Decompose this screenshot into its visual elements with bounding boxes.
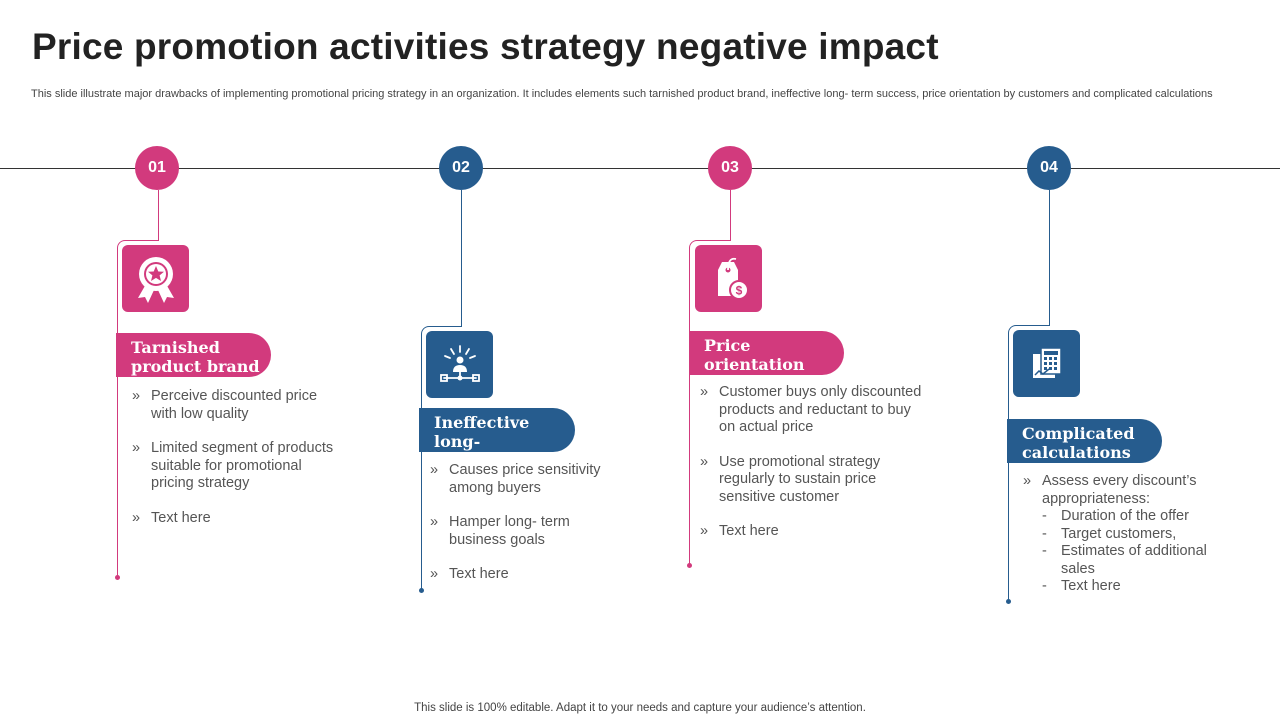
bullet-marker: » — [430, 514, 439, 530]
step-2-bullet-list: » Causes price sensitivity among buyers »… — [430, 462, 620, 601]
sub-list-item: - Duration of the offer — [1042, 508, 1189, 524]
step-4-bullet-list: » Assess every discount’s appropriateness… — [1023, 473, 1223, 596]
step-2-heading-line-2: term success — [434, 451, 551, 470]
bullet-marker: » — [430, 462, 439, 478]
list-item: » Text here — [430, 566, 509, 582]
dash-marker: - — [1042, 508, 1047, 524]
step-2-heading: Ineffective long- term success — [419, 408, 575, 470]
step-2-heading-line-1: Ineffective long- — [434, 413, 530, 451]
bullet-marker: » — [132, 388, 141, 404]
bullet-marker: » — [132, 440, 141, 456]
list-item: » Customer buys only discounted products … — [700, 384, 922, 435]
footer-note: This slide is 100% editable. Adapt it to… — [414, 702, 866, 714]
step-3-icon-box: $ — [695, 245, 762, 312]
list-item: » Limited segment of products suitable fo… — [132, 440, 334, 491]
step-1-bracket — [117, 240, 159, 577]
step-3-bracket — [689, 240, 731, 565]
step-1-bullet-list: » Perceive discounted price with low qual… — [132, 388, 337, 544]
step-2-end-dot — [419, 588, 424, 593]
timeline-line — [0, 168, 1280, 169]
price-tag-icon: $ — [717, 257, 749, 300]
bullet-marker: » — [430, 566, 439, 582]
step-1-heading-line-1: Tarnished — [131, 338, 220, 357]
bullet-marker: » — [700, 453, 709, 470]
award-ribbon-icon — [137, 256, 174, 303]
svg-text:$: $ — [735, 283, 742, 297]
dash-marker: - — [1042, 543, 1047, 559]
step-3-connector — [730, 190, 731, 240]
step-4-heading: Complicated calculations — [1007, 419, 1162, 463]
list-item: » Assess every discount’s appropriateness… — [1023, 473, 1223, 596]
step-3-heading-line-2: by customers — [704, 374, 824, 393]
list-item: » Hamper long- term business goals — [430, 514, 570, 548]
sub-list-item: - Estimates of additional sales — [1042, 543, 1207, 577]
step-3-heading-line-1: Price orientation — [704, 336, 805, 374]
step-3-number: 03 — [708, 146, 752, 190]
step-2-bracket — [421, 326, 462, 590]
step-1-number: 01 — [135, 146, 179, 190]
step-4-heading-line-2: calculations — [1022, 443, 1131, 462]
page-subtitle: This slide illustrate major drawbacks of… — [31, 88, 1213, 100]
step-1-heading: Tarnished product brand — [116, 333, 271, 377]
step-4-connector — [1049, 190, 1050, 325]
bullet-marker: » — [1023, 473, 1032, 489]
bullet-marker: » — [132, 509, 141, 526]
step-4-number: 04 — [1027, 146, 1071, 190]
dash-marker: - — [1042, 578, 1047, 594]
step-2-connector — [461, 190, 462, 326]
dash-marker: - — [1042, 525, 1047, 542]
list-item: » Perceive discounted price with low qual… — [132, 388, 318, 422]
step-4-end-dot — [1006, 599, 1011, 604]
page-title: Price promotion activities strategy nega… — [32, 26, 939, 67]
step-1-heading-line-2: product brand — [131, 357, 260, 376]
list-item: » Text here — [132, 509, 211, 526]
step-1-end-dot — [115, 575, 120, 580]
calculator-sheet-icon — [1032, 346, 1062, 378]
step-4-icon-box — [1013, 330, 1080, 397]
step-2-icon-box — [426, 331, 493, 398]
step-3-end-dot — [687, 563, 692, 568]
step-3-heading: Price orientation by customers — [689, 331, 844, 393]
step-4-bracket — [1008, 325, 1050, 602]
step-1-icon-box — [122, 245, 189, 312]
list-item: » Text here — [700, 523, 779, 539]
sub-list-item: - Target customers, — [1042, 525, 1177, 542]
step-1-connector — [158, 190, 159, 240]
step-4-heading-line-1: Complicated — [1022, 424, 1135, 443]
step-3-bullet-list: » Customer buys only discounted products … — [700, 384, 930, 558]
bullet-marker: » — [700, 523, 709, 539]
bullet-marker: » — [700, 384, 709, 400]
list-item: » Causes price sensitivity among buyers — [430, 462, 601, 496]
strategy-network-icon — [439, 344, 480, 382]
sub-list-item: - Text here — [1042, 578, 1121, 594]
step-2-number: 02 — [439, 146, 483, 190]
list-item: » Use promotional strategy regularly to s… — [700, 453, 881, 505]
